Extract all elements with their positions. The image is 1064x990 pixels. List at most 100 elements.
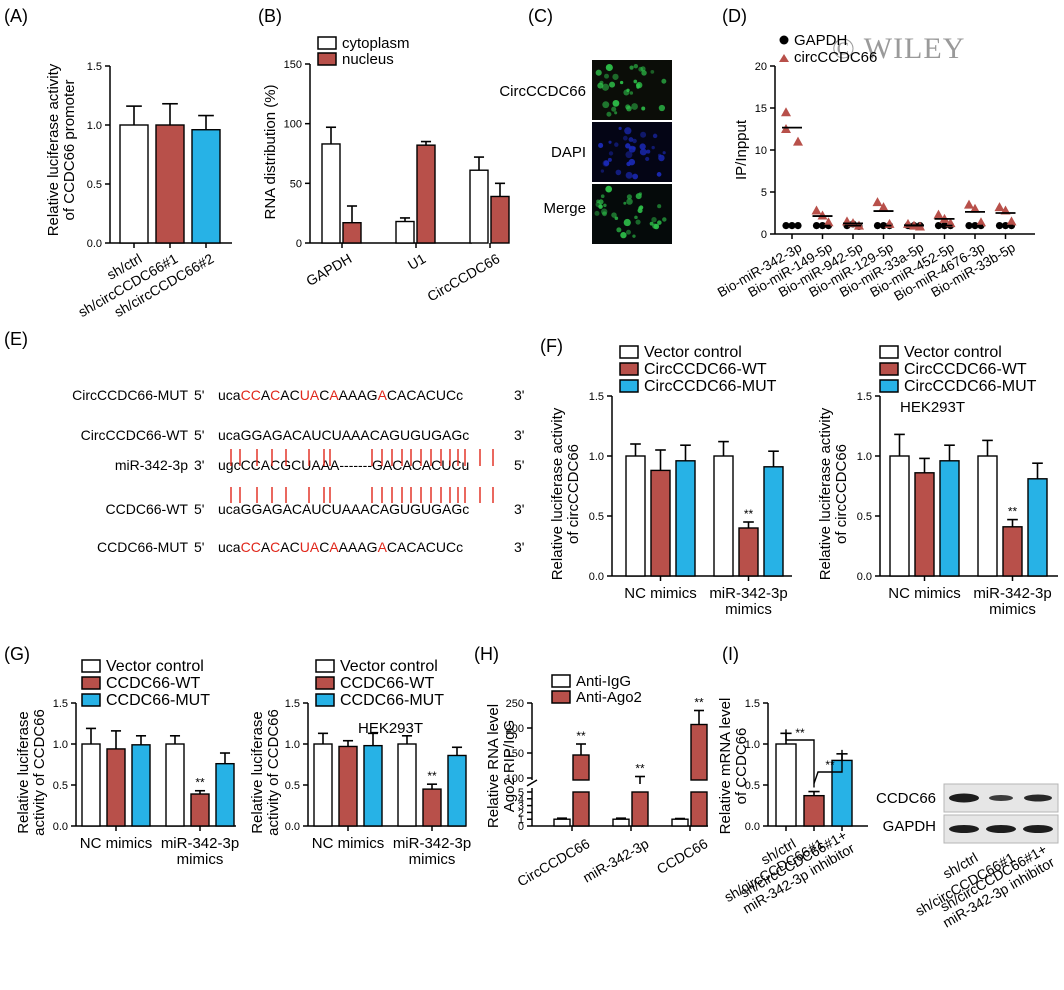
microscopy-cell: [611, 106, 617, 112]
panel-label-d: (D): [722, 6, 747, 26]
microscopy-label-dapi: DAPI: [551, 144, 586, 161]
microscopy-cell: [657, 220, 662, 225]
chart-h-xtick-label: miR-342-3p: [580, 835, 652, 886]
microscopy-cell: [656, 172, 662, 177]
chart-i-significance: **: [795, 726, 805, 740]
microscopy-cell: [657, 204, 662, 209]
chart-g1-ytick-label: 0.0: [53, 821, 68, 833]
chart-h-xtick-label: CCDC66: [654, 835, 711, 877]
chart-g2-bar: [363, 744, 383, 827]
panel-label-c: (C): [528, 6, 553, 26]
chart-i-xtick-label: sh/circCCDC66#1+miR-342-3p inhibitor: [732, 827, 857, 917]
chart-a-ytick-label: 1.5: [87, 61, 102, 73]
chart-g2-xtick-label: miR-342-3p mimics: [393, 835, 471, 868]
chart-g1-ytick-label: 1.5: [53, 698, 68, 710]
microscopy-cell: [662, 151, 666, 155]
chart-d-legend-swatch: [779, 35, 789, 45]
microscopy-cell: [599, 80, 604, 85]
sequence-prime-5: 5': [194, 427, 204, 443]
panel-label-e: (E): [4, 329, 28, 349]
microscopy-cell: [594, 210, 600, 216]
sequence-name: CCDC66-MUT: [97, 539, 188, 555]
sequence-prime-3: 3': [514, 387, 524, 403]
chart-b-ytick-label: 0: [296, 238, 302, 250]
microscopy-cell: [625, 143, 631, 149]
microscopy-cell: [635, 219, 641, 225]
chart-f1-bar: [763, 466, 784, 577]
microscopy-cell: [623, 89, 630, 96]
chart-h-ytick-label: 3: [518, 801, 524, 813]
chart-a-bar: [119, 124, 149, 244]
chart-h-ytick-label: 100: [506, 773, 524, 785]
chart-f1-bar: [675, 460, 696, 577]
microscopy-cell: [658, 154, 665, 162]
chart-f2-legend-label: CircCCDC66-WT: [904, 361, 1027, 378]
microscopy-cell: [600, 194, 605, 199]
chart-f1-bar: [650, 469, 671, 577]
chart-d-ytick-label: 20: [755, 61, 767, 73]
microscopy-cell: [606, 111, 612, 117]
wiley-watermark: © WILEY: [832, 32, 965, 65]
chart-b-xtick-label: CircCCDC66: [424, 250, 502, 304]
microscopy-cell: [626, 105, 632, 112]
sequence-prime-3: 3': [514, 539, 524, 555]
chart-d-point-circccdc66: [817, 210, 828, 220]
chart-f2-ytick-label: 1.5: [857, 391, 872, 403]
microscopy-cell: [598, 199, 604, 205]
chart-g2-legend-swatch: [315, 676, 335, 690]
panel-label-f: (F): [540, 336, 563, 356]
chart-d-point-circccdc66: [964, 199, 974, 209]
chart-h-significance: **: [694, 696, 704, 710]
chart-f1-bar: [625, 455, 646, 577]
microscopy-cell: [633, 63, 639, 69]
chart-i-bar: [775, 743, 797, 827]
microscopy-cell: [650, 69, 655, 74]
microscopy-cell: [632, 138, 637, 144]
microscopy-cell: [615, 169, 622, 176]
sequence-name: miR-342-3p: [115, 457, 188, 473]
chart-d-point-circccdc66: [872, 197, 883, 207]
chart-b-bar: [490, 195, 510, 244]
chart-f1-significance: **: [744, 507, 754, 521]
chart-b-bar: [469, 169, 489, 244]
chart-h-bar: [671, 818, 689, 827]
chart-h-ytick-label: 2: [518, 807, 524, 819]
chart-a-ytick-label: 1.0: [87, 120, 102, 132]
blot-band-gapdh: [1023, 825, 1053, 833]
microscopy-cell: [616, 227, 622, 233]
microscopy-cell: [601, 83, 610, 91]
chart-f2-bar: [889, 455, 910, 577]
chart-g1-xtick-label: miR-342-3p mimics: [161, 835, 239, 868]
chart-i-ylabel: Relative mRNA levelof CCDC66: [717, 698, 750, 835]
blot-label-gapdh: GAPDH: [883, 818, 936, 835]
microscopy-cell: [600, 169, 605, 173]
microscopy-cell: [608, 140, 612, 144]
panel-label-g: (G): [4, 644, 30, 664]
chart-h-bar: [572, 791, 590, 827]
chart-d-legend-label: circCCDC66: [794, 49, 877, 66]
chart-g2-ytick-label: 0.5: [285, 780, 300, 792]
chart-b-xtick-label: GAPDH: [303, 250, 354, 289]
chart-g1-significance: **: [195, 776, 205, 790]
chart-d-point-circccdc66: [793, 136, 803, 146]
microscopy-cell: [626, 198, 633, 205]
chart-h-xtick-label: CircCCDC66: [514, 835, 592, 889]
microscopy-cell: [639, 148, 647, 156]
microscopy-cell: [661, 78, 667, 84]
microscopy-cell: [612, 99, 620, 107]
microscopy-cell: [625, 151, 633, 159]
chart-b: 0 50 100 150 RNA distribution (%) cytoplasmnu…: [262, 35, 510, 305]
microscopy-cell: [632, 173, 639, 180]
sequence-prime-3: 5': [514, 457, 524, 473]
chart-h-significance: **: [576, 729, 586, 743]
microscopy-cell: [614, 111, 618, 115]
microscopy-cell: [635, 193, 642, 200]
panel-i-western-blot: CCDC66 GAPDH sh/ctrlsh/circCCDC66#1sh/ci…: [876, 783, 1059, 931]
sequence-text: ucaCCACACUACAAAAGACACACUCc: [218, 539, 463, 555]
chart-f1-ytick-label: 0.5: [589, 511, 604, 523]
chart-g2-legend-swatch: [315, 659, 335, 673]
chart-d-ytick-label: 0: [761, 229, 767, 241]
blot-band-gapdh: [986, 825, 1016, 833]
